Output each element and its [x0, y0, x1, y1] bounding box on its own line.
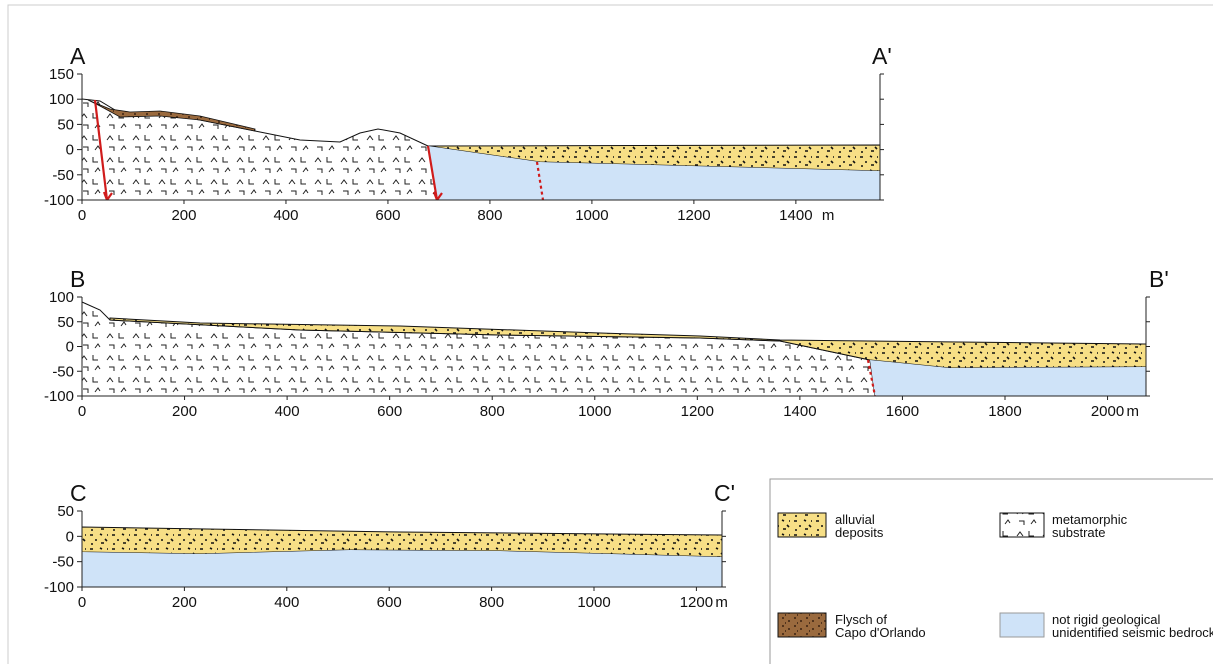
unit-label: m	[715, 594, 728, 611]
x-tick-label: 1800	[988, 403, 1021, 420]
swatch-flysch	[777, 612, 827, 638]
section-end-label: B'	[1149, 266, 1169, 292]
x-tick-label: 200	[171, 207, 196, 224]
y-tick-label: -50	[52, 363, 74, 380]
x-tick-label: 1400	[779, 207, 812, 224]
y-tick-label: 0	[66, 142, 74, 159]
y-tick-label: -100	[44, 192, 74, 209]
unit-label: m	[1127, 403, 1140, 420]
x-tick-label: 1200	[677, 207, 710, 224]
frame	[7, 4, 1213, 669]
x-tick-label: 1600	[886, 403, 919, 420]
x-tick-label: 2000	[1091, 403, 1124, 420]
legend-label: metamorphic	[1052, 512, 1128, 527]
x-tick-label: 1000	[575, 207, 608, 224]
swatch-bedrock	[999, 612, 1045, 638]
x-tick-label: 400	[275, 403, 300, 420]
y-tick-label: 0	[66, 339, 74, 356]
x-tick-label: 1200	[681, 403, 714, 420]
x-tick-label: 600	[375, 207, 400, 224]
x-tick-label: 1400	[783, 403, 816, 420]
y-tick-label: 50	[57, 314, 74, 331]
section-start-label: C	[70, 480, 87, 506]
swatch-alluvial	[777, 512, 827, 538]
y-tick-label: 150	[49, 66, 74, 83]
y-tick-label: -100	[44, 579, 74, 596]
x-tick-label: 600	[377, 594, 402, 611]
y-tick-label: 100	[49, 91, 74, 108]
unit-label: m	[822, 207, 835, 224]
x-tick-label: 0	[78, 403, 86, 420]
legend-label: unidentified seismic bedrock	[1052, 625, 1213, 640]
section-start-label: A	[70, 43, 86, 69]
section-c-geology	[81, 526, 723, 587]
x-tick-label: 800	[479, 594, 504, 611]
x-tick-label: 1000	[578, 403, 611, 420]
section-a-geology	[81, 98, 881, 201]
section-end-label: C'	[714, 480, 735, 506]
legend-box	[769, 478, 1213, 669]
y-tick-label: 0	[66, 528, 74, 545]
x-tick-label: 800	[477, 207, 502, 224]
x-tick-label: 1000	[577, 594, 610, 611]
section-end-label: A'	[872, 43, 892, 69]
section-b-geology	[81, 301, 1147, 397]
legend-label: Capo d'Orlando	[835, 625, 926, 640]
x-tick-label: 800	[480, 403, 505, 420]
legend-label: deposits	[835, 525, 884, 540]
section-start-label: B	[70, 266, 85, 292]
legend-label: Flysch of	[835, 612, 887, 627]
swatch-metamorphic	[999, 512, 1045, 538]
y-tick-label: -100	[44, 388, 74, 405]
legend-label: not rigid geological	[1052, 612, 1161, 627]
legend-label: alluvial	[835, 512, 875, 527]
x-tick-label: 400	[274, 594, 299, 611]
x-tick-label: 600	[377, 403, 402, 420]
y-tick-label: -50	[52, 554, 74, 571]
legend-label: substrate	[1052, 525, 1105, 540]
x-tick-label: 0	[78, 594, 86, 611]
y-tick-label: 50	[57, 116, 74, 133]
x-tick-label: 1200	[680, 594, 713, 611]
legend	[769, 478, 1213, 669]
x-tick-label: 200	[172, 403, 197, 420]
y-tick-label: 100	[49, 289, 74, 306]
y-tick-label: -50	[52, 167, 74, 184]
x-tick-label: 400	[273, 207, 298, 224]
y-tick-label: 50	[57, 503, 74, 520]
x-tick-label: 200	[172, 594, 197, 611]
x-tick-label: 0	[78, 207, 86, 224]
